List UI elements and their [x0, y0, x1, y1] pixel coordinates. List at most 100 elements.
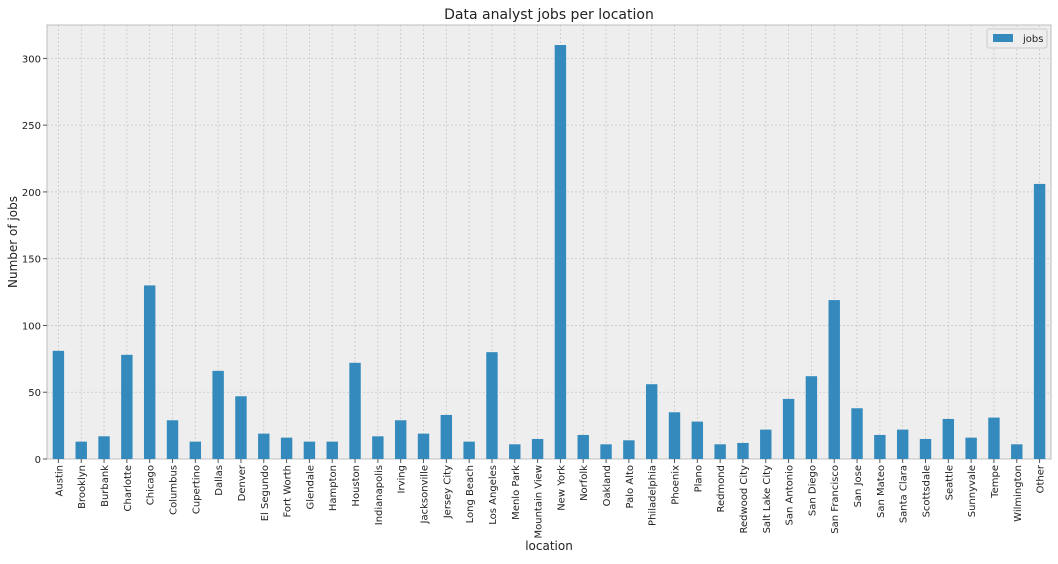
- y-tick-label: 100: [22, 321, 41, 332]
- x-tick-label: Plano: [693, 465, 704, 492]
- bar-redwood-city: [737, 442, 749, 459]
- y-tick-label: 300: [22, 54, 41, 65]
- x-tick-label: New York: [556, 465, 567, 511]
- y-tick-label: 0: [35, 455, 41, 466]
- x-tick-label: Mountain View: [534, 465, 545, 539]
- bar-tempe: [988, 417, 1000, 459]
- legend-label: jobs: [1022, 34, 1043, 45]
- legend-swatch: [993, 34, 1013, 42]
- x-tick-label: Jersey City: [442, 465, 453, 519]
- y-axis-label: Number of jobs: [6, 196, 20, 288]
- x-tick-label: San Francisco: [830, 465, 841, 534]
- bar-houston: [349, 362, 361, 459]
- x-tick-label: Other: [1036, 464, 1047, 493]
- bar-san-diego: [805, 376, 818, 459]
- bar-fort-worth: [280, 437, 293, 459]
- plot-area: [46, 24, 1052, 460]
- x-tick-label: Redwood City: [739, 465, 750, 534]
- bar-other: [1033, 183, 1046, 459]
- bar-mountain-view: [531, 438, 544, 459]
- bar-glendale: [303, 441, 316, 459]
- x-tick-label: Salt Lake City: [762, 465, 773, 534]
- legend: jobs: [986, 28, 1048, 49]
- x-tick-label: San Antonio: [785, 465, 796, 525]
- x-tick-label: Menlo Park: [511, 465, 522, 520]
- x-tick-label: Glendale: [305, 465, 316, 509]
- bar-long-beach: [463, 441, 475, 459]
- x-tick-label: San Mateo: [876, 465, 887, 518]
- bar-denver: [235, 396, 247, 459]
- x-tick-label: Fort Worth: [283, 465, 294, 518]
- bar-san-antonio: [782, 398, 795, 459]
- bar-chicago: [143, 285, 156, 459]
- x-tick-label: Hampton: [328, 465, 339, 511]
- x-tick-label: Houston: [351, 465, 362, 507]
- x-tick-label: Jacksonville: [420, 465, 431, 524]
- x-tick-label: Scottsdale: [922, 465, 933, 517]
- x-tick-label: Seattle: [944, 465, 955, 500]
- bar-phoenix: [668, 412, 681, 459]
- x-tick-label: Oakland: [602, 465, 613, 506]
- bar-irving: [394, 420, 407, 459]
- bar-oakland: [600, 444, 612, 459]
- bar-new-york: [554, 45, 567, 460]
- bar-norfolk: [577, 434, 589, 459]
- x-tick-label: San Jose: [853, 465, 864, 507]
- bar-columbus: [166, 420, 179, 459]
- y-tick-label: 50: [28, 388, 41, 399]
- bar-cupertino: [189, 441, 202, 459]
- x-tick-label: Palo Alto: [625, 465, 636, 508]
- x-tick-label: Long Beach: [465, 465, 476, 523]
- bar-santa-clara: [896, 429, 909, 459]
- legend-box: [986, 28, 1048, 49]
- bar-san-jose: [851, 408, 863, 459]
- x-tick-label: Sunnyvale: [967, 465, 978, 517]
- bar-dallas: [212, 370, 224, 459]
- bar-brooklyn: [75, 441, 87, 459]
- x-tick-label: Phoenix: [671, 465, 682, 505]
- bar-charlotte: [121, 354, 133, 459]
- x-tick-label: Tempe: [990, 465, 1001, 499]
- bar-jersey-city: [440, 414, 453, 459]
- x-tick-label: Philadelphia: [648, 465, 659, 526]
- x-tick-label: Columbus: [169, 465, 180, 515]
- y-tick-label: 250: [22, 121, 41, 132]
- bar-austin: [52, 350, 65, 459]
- x-tick-label: Cupertino: [191, 465, 202, 514]
- bar-sunnyvale: [965, 437, 977, 459]
- bar-el-segundo: [258, 433, 270, 459]
- bar-hampton: [326, 441, 338, 459]
- x-tick-label: Chicago: [146, 465, 157, 505]
- bar-burbank: [98, 436, 110, 459]
- x-tick-label: Indianapolis: [374, 465, 385, 525]
- bar-salt-lake-city: [760, 429, 772, 459]
- bar-redmond: [714, 444, 726, 459]
- bar-philadelphia: [645, 384, 658, 459]
- x-tick-label: Brooklyn: [77, 465, 88, 509]
- x-tick-label: Austin: [54, 465, 65, 496]
- y-tick-label: 200: [22, 188, 41, 199]
- bar-jacksonville: [417, 433, 430, 459]
- bar-scottsdale: [919, 438, 932, 459]
- bar-menlo-park: [509, 444, 521, 459]
- x-tick-label: Wilmington: [1013, 465, 1024, 522]
- x-axis-label: location: [525, 539, 573, 553]
- bar-wilmington: [1011, 444, 1023, 459]
- bar-san-francisco: [828, 300, 840, 459]
- x-tick-label: Dallas: [214, 465, 225, 496]
- x-tick-label: San Diego: [807, 465, 818, 516]
- x-tick-label: Santa Clara: [899, 465, 910, 523]
- y-tick-label: 150: [22, 255, 41, 266]
- x-tick-label: Irving: [397, 465, 408, 493]
- bar-indianapolis: [372, 436, 384, 459]
- x-tick-label: Redmond: [716, 465, 727, 513]
- x-tick-label: Charlotte: [123, 465, 134, 511]
- x-tick-label: Burbank: [100, 465, 111, 507]
- x-tick-label: Los Angeles: [488, 465, 499, 525]
- bar-plano: [691, 421, 704, 459]
- bar-seattle: [942, 418, 955, 459]
- x-tick-label: Norfolk: [579, 465, 590, 501]
- bar-los-angeles: [486, 352, 498, 459]
